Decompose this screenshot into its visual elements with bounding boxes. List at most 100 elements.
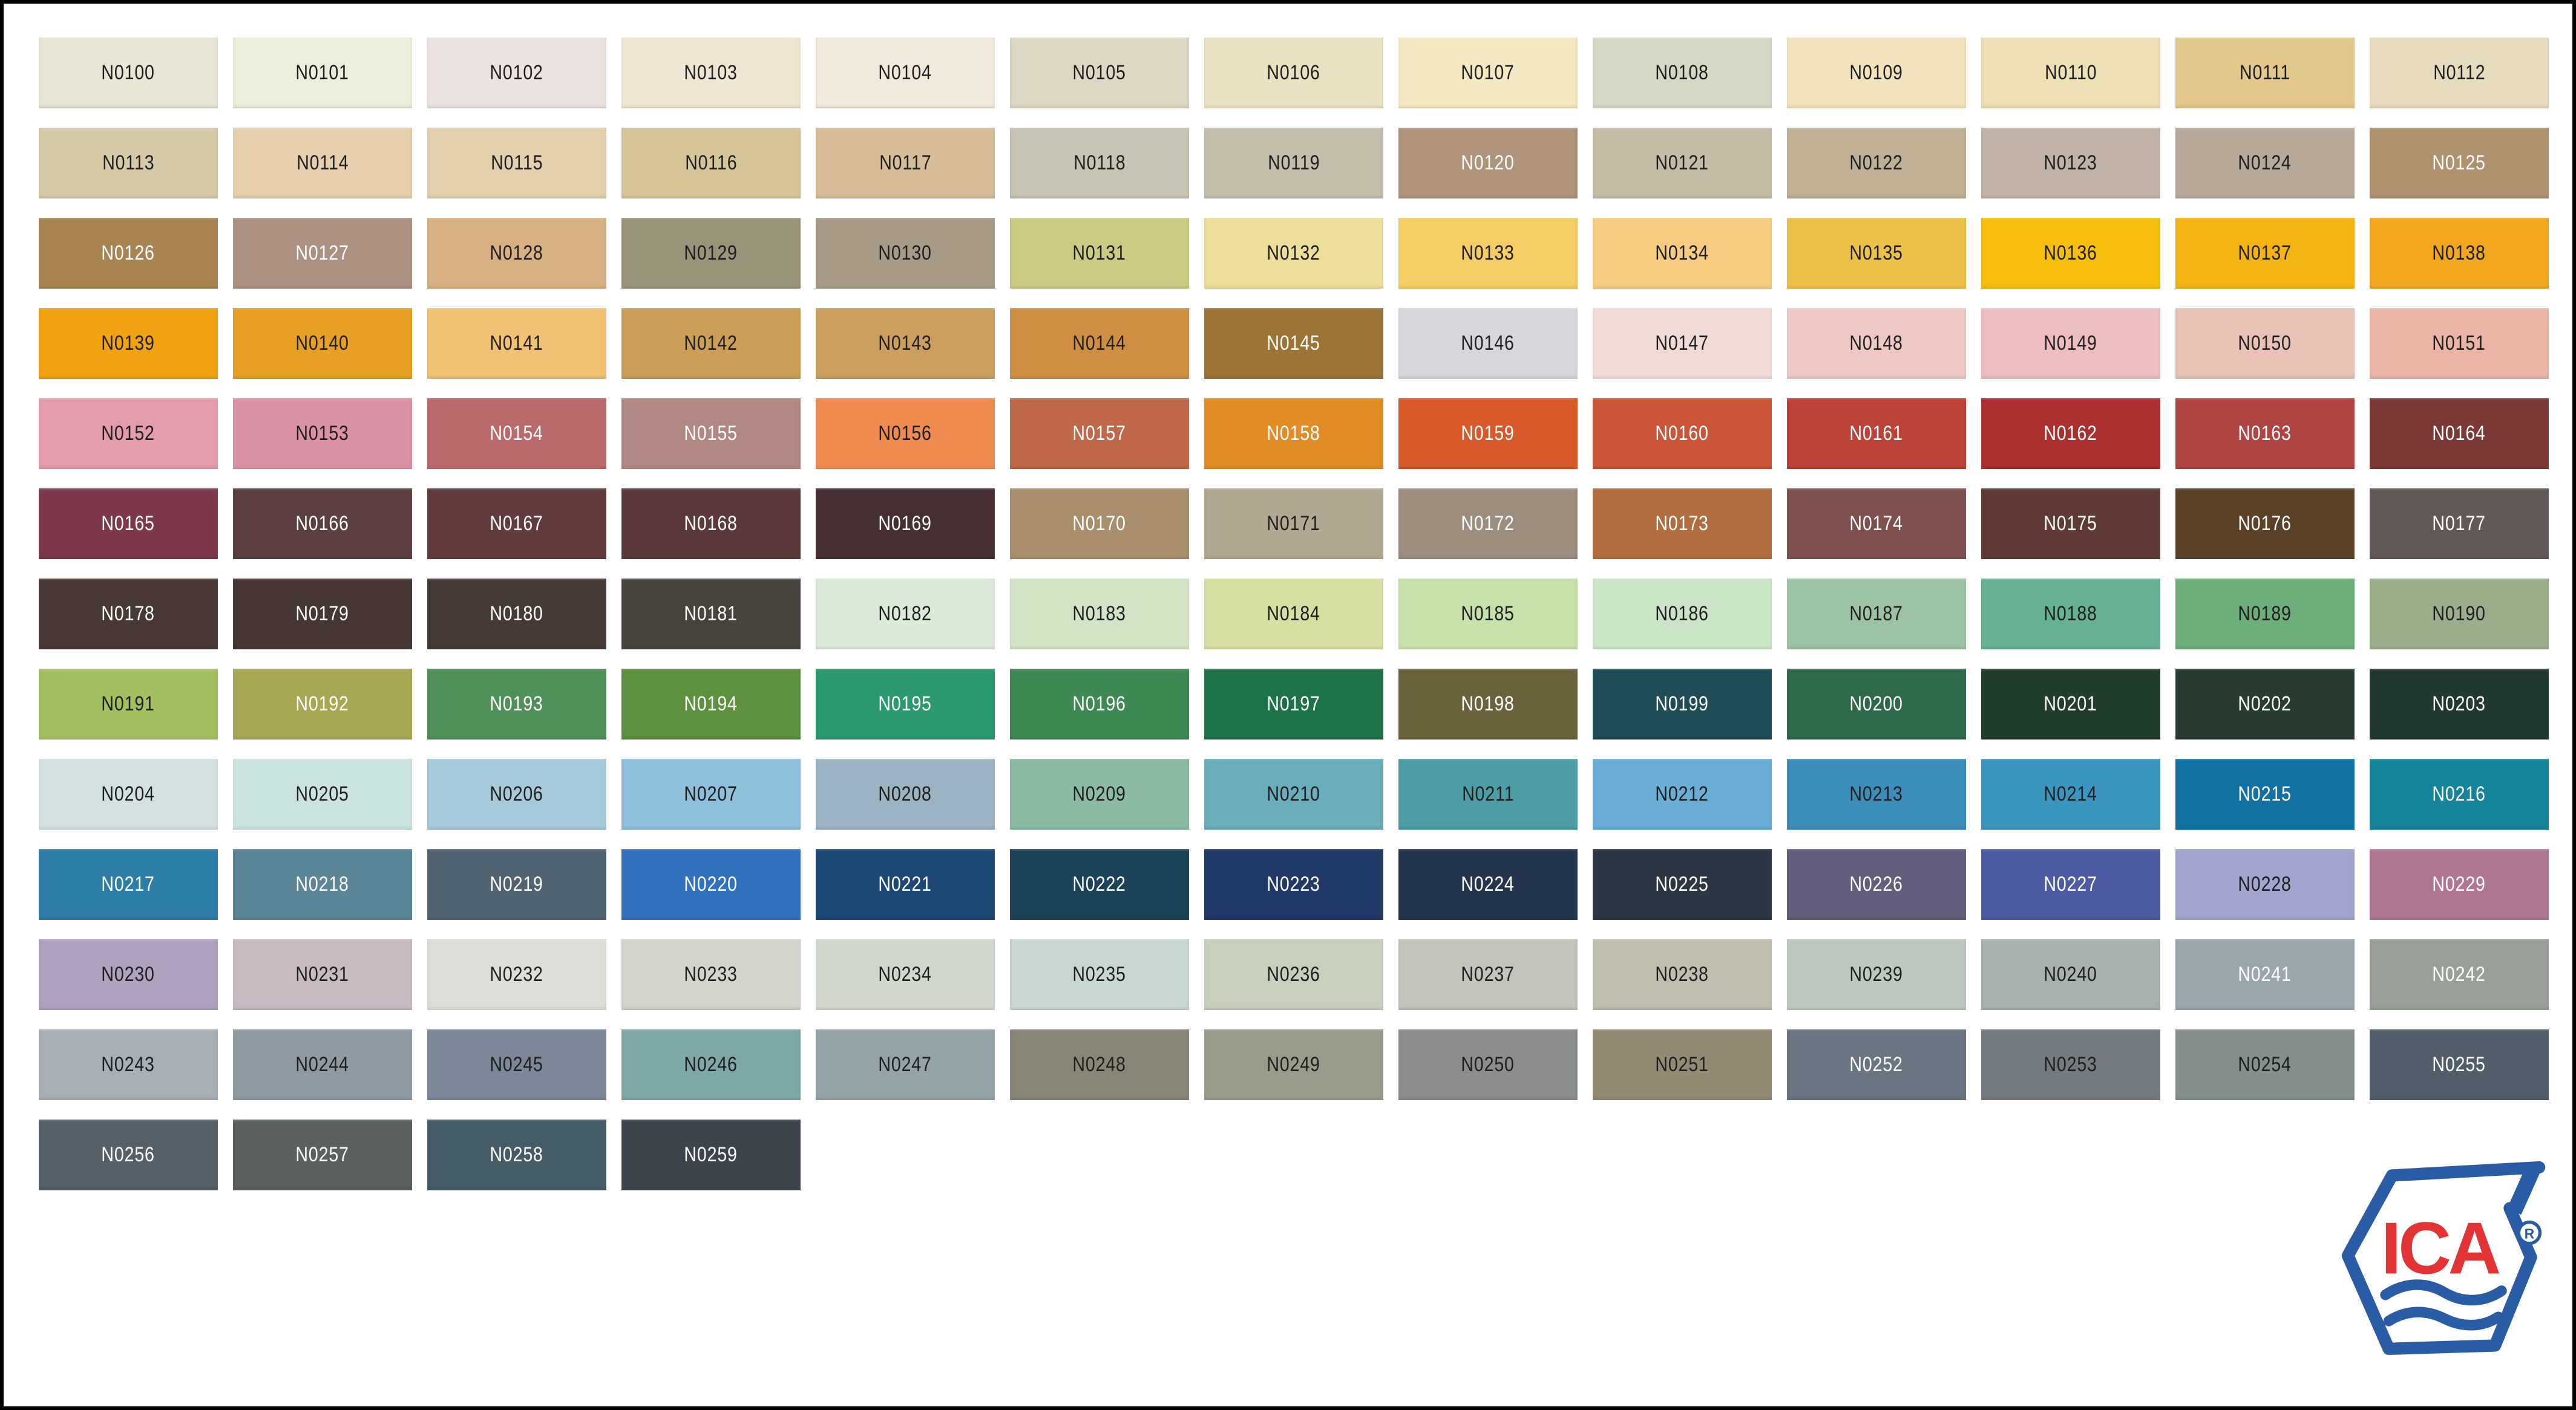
swatch-label: N0143 <box>878 332 932 355</box>
swatch-label: N0179 <box>295 602 350 625</box>
color-swatch: N0185 <box>1398 579 1578 649</box>
swatch-label: N0116 <box>684 151 738 174</box>
color-swatch: N0143 <box>816 308 995 379</box>
swatch-label: N0121 <box>1655 151 1709 174</box>
swatch-label: N0150 <box>2238 332 2292 355</box>
color-swatch: N0253 <box>1981 1029 2160 1100</box>
swatch-label: N0181 <box>684 602 738 625</box>
color-swatch: N0221 <box>816 849 995 920</box>
color-swatch: N0207 <box>621 759 801 830</box>
swatch-label: N0167 <box>490 512 544 535</box>
color-swatch: N0170 <box>1010 488 1189 559</box>
color-swatch: N0244 <box>233 1029 412 1100</box>
color-swatch: N0229 <box>2370 849 2549 920</box>
swatch-label: N0168 <box>684 512 738 535</box>
swatch-label: N0198 <box>1461 692 1515 715</box>
color-swatch: N0199 <box>1593 669 1772 739</box>
color-swatch: N0231 <box>233 939 412 1010</box>
color-swatch: N0138 <box>2370 218 2549 289</box>
swatch-label: N0243 <box>101 1053 156 1076</box>
color-swatch: N0151 <box>2370 308 2549 379</box>
color-swatch: N0154 <box>427 398 606 469</box>
color-swatch: N0140 <box>233 308 412 379</box>
color-swatch: N0209 <box>1010 759 1189 830</box>
color-swatch: N0113 <box>39 128 218 198</box>
swatch-label: N0156 <box>878 422 932 445</box>
color-swatch: N0213 <box>1787 759 1966 830</box>
color-swatch: N0146 <box>1398 308 1578 379</box>
swatch-label: N0194 <box>684 692 738 715</box>
swatch-grid: N0100 N0101 N0102 N0103 N0104 N0105 N0106 N0107… <box>39 38 2549 1190</box>
color-swatch: N0257 <box>233 1120 412 1190</box>
color-swatch: N0247 <box>816 1029 995 1100</box>
color-swatch: N0112 <box>2370 38 2549 108</box>
color-swatch: N0236 <box>1204 939 1383 1010</box>
swatch-label: N0230 <box>101 963 156 986</box>
swatch-label: N0191 <box>101 692 156 715</box>
color-swatch: N0203 <box>2370 669 2549 739</box>
color-swatch: N0124 <box>2175 128 2355 198</box>
color-swatch: N0134 <box>1593 218 1772 289</box>
swatch-label: N0148 <box>1849 332 1904 355</box>
color-swatch: N0182 <box>816 579 995 649</box>
swatch-label: N0239 <box>1849 963 1904 986</box>
color-swatch: N0126 <box>39 218 218 289</box>
swatch-label: N0159 <box>1461 422 1515 445</box>
color-swatch: N0240 <box>1981 939 2160 1010</box>
color-swatch: N0117 <box>816 128 995 198</box>
color-swatch: N0196 <box>1010 669 1189 739</box>
swatch-label: N0142 <box>684 332 738 355</box>
swatch-label: N0213 <box>1849 782 1904 805</box>
color-swatch: N0114 <box>233 128 412 198</box>
color-swatch: N0188 <box>1981 579 2160 649</box>
swatch-label: N0258 <box>490 1143 544 1166</box>
color-swatch: N0163 <box>2175 398 2355 469</box>
swatch-label: N0215 <box>2238 782 2292 805</box>
swatch-label: N0144 <box>1072 332 1127 355</box>
swatch-label: N0173 <box>1655 512 1709 535</box>
swatch-label: N0127 <box>295 241 350 264</box>
swatch-label: N0236 <box>1267 963 1321 986</box>
color-swatch: N0232 <box>427 939 606 1010</box>
color-swatch: N0211 <box>1398 759 1578 830</box>
swatch-label: N0119 <box>1267 151 1320 174</box>
color-swatch: N0166 <box>233 488 412 559</box>
swatch-label: N0233 <box>684 963 738 986</box>
swatch-label: N0212 <box>1655 782 1709 805</box>
swatch-label: N0186 <box>1655 602 1709 625</box>
color-swatch: N0149 <box>1981 308 2160 379</box>
color-swatch: N0194 <box>621 669 801 739</box>
swatch-label: N0257 <box>295 1143 350 1166</box>
swatch-label: N0227 <box>2043 873 2098 896</box>
color-swatch: N0256 <box>39 1120 218 1190</box>
swatch-label: N0158 <box>1267 422 1321 445</box>
swatch-label: N0210 <box>1267 782 1321 805</box>
swatch-label: N0140 <box>295 332 350 355</box>
swatch-label: N0102 <box>490 61 544 84</box>
color-swatch: N0259 <box>621 1120 801 1190</box>
swatch-label: N0139 <box>101 332 156 355</box>
swatch-label: N0175 <box>2043 512 2098 535</box>
color-swatch: N0109 <box>1787 38 1966 108</box>
color-swatch: N0130 <box>816 218 995 289</box>
color-swatch: N0177 <box>2370 488 2549 559</box>
swatch-label: N0160 <box>1655 422 1709 445</box>
color-swatch: N0139 <box>39 308 218 379</box>
logo-flag-icon <box>2507 1162 2543 1215</box>
swatch-label: N0109 <box>1849 61 1904 84</box>
swatch-label: N0112 <box>2433 61 2486 84</box>
swatch-label: N0240 <box>2043 963 2098 986</box>
swatch-label: N0183 <box>1072 602 1127 625</box>
swatch-label: N0211 <box>1461 782 1515 805</box>
registered-mark-circle <box>2517 1220 2542 1245</box>
swatch-label: N0105 <box>1072 61 1127 84</box>
color-swatch: N0225 <box>1593 849 1772 920</box>
color-swatch: N0116 <box>621 128 801 198</box>
color-swatch: N0192 <box>233 669 412 739</box>
swatch-label: N0151 <box>2432 332 2486 355</box>
color-swatch: N0102 <box>427 38 606 108</box>
color-swatch: N0141 <box>427 308 606 379</box>
color-swatch: N0165 <box>39 488 218 559</box>
color-swatch: N0216 <box>2370 759 2549 830</box>
swatch-label: N0146 <box>1461 332 1515 355</box>
